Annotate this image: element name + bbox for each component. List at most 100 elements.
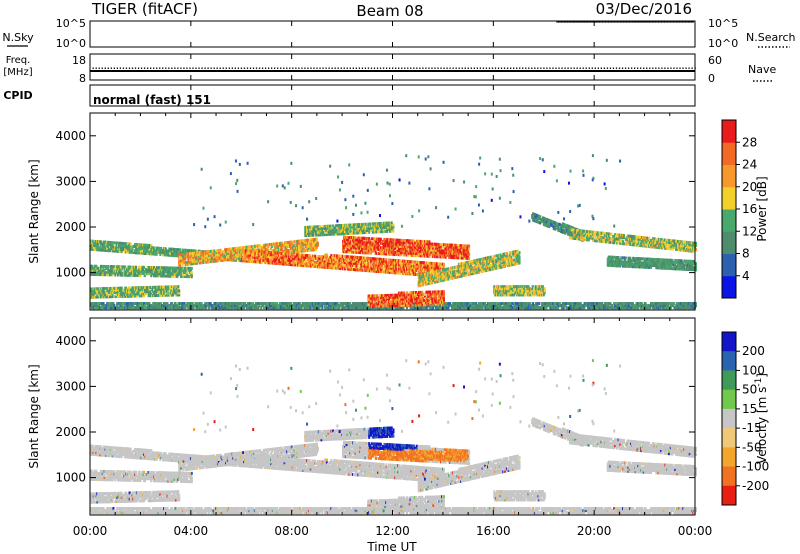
power-cell (231, 306, 234, 310)
nave-point (310, 67, 312, 69)
power-cell (112, 241, 115, 245)
power-cell (414, 306, 417, 310)
nave-point (407, 67, 409, 69)
power-cell (212, 304, 215, 308)
power-cell (507, 304, 510, 308)
nave-point (621, 67, 624, 69)
power-cell (338, 304, 341, 308)
power-cell (252, 306, 255, 310)
nave-point (131, 67, 134, 69)
power-cell (162, 306, 165, 310)
power-cell (264, 306, 267, 310)
nave-point (298, 67, 300, 69)
noise-search-point (609, 21, 611, 23)
power-cell (116, 304, 119, 308)
power-cell (188, 275, 191, 279)
nave-point (676, 67, 678, 69)
nave-point (137, 67, 140, 69)
nave-point (198, 67, 200, 69)
power-cell (317, 302, 320, 306)
power-cell (181, 302, 184, 306)
power-cell (254, 302, 257, 306)
nave-point (603, 67, 606, 69)
nave-point (540, 67, 542, 69)
power-cell (150, 304, 153, 308)
nave-point (576, 67, 578, 69)
power-cell (349, 302, 352, 306)
power-cell (487, 306, 490, 310)
power-cell (479, 306, 482, 310)
power-cell (218, 306, 221, 310)
power-cell (162, 304, 165, 308)
noise-search-point (618, 21, 620, 23)
power-cell (109, 286, 112, 290)
power-cell (257, 306, 260, 310)
power-cell (565, 302, 568, 306)
power-cell (98, 302, 101, 306)
nave-point (92, 67, 94, 69)
power-cell (494, 302, 497, 306)
power-cell (171, 306, 174, 310)
power-cell (300, 306, 303, 310)
power-cell (447, 306, 450, 310)
nave-point (582, 67, 584, 69)
nave-point (449, 67, 451, 69)
nave-point (491, 67, 494, 69)
power-cell (511, 306, 514, 310)
power-cell (505, 302, 508, 306)
power-cell (289, 302, 292, 306)
noise-search-point (600, 21, 602, 23)
nave-point (171, 67, 173, 69)
power-cell (342, 302, 345, 306)
nave-point (370, 67, 373, 69)
freq-bottom-tick: 8 (79, 72, 86, 85)
power-cell (330, 306, 333, 310)
nave-point (567, 67, 569, 69)
power-cell (510, 304, 513, 308)
power-cell (165, 304, 168, 308)
noise-search-point (675, 21, 678, 23)
nave-point (295, 67, 297, 69)
nave-point (325, 67, 327, 69)
nave-point (301, 67, 303, 69)
power-cell (292, 304, 295, 308)
power-cell (247, 306, 250, 310)
noise-search-point (589, 21, 592, 23)
nave-point (304, 67, 306, 69)
power-cell (105, 306, 108, 310)
power-cell (669, 302, 672, 306)
power-cell (432, 306, 435, 310)
power-cell (287, 302, 290, 306)
power-cell (358, 304, 361, 308)
power-cell (243, 306, 246, 310)
power-cell (353, 302, 356, 306)
nave-point (322, 67, 324, 69)
power-cell (374, 306, 377, 310)
nave-point (283, 67, 285, 69)
power-cell (239, 306, 242, 310)
nave-point (165, 67, 167, 69)
nave-point (189, 67, 191, 69)
noise-search-point (625, 21, 628, 23)
power-cell (177, 302, 180, 306)
power-scatter-data (90, 154, 697, 310)
power-cell (351, 306, 354, 310)
noise-search-point (653, 21, 655, 23)
noise-search-point (579, 21, 581, 23)
power-cell (459, 306, 462, 310)
power-cell (143, 265, 146, 269)
nave-point (446, 67, 448, 69)
noise-search-point (683, 21, 685, 23)
power-cell (120, 286, 123, 290)
noise-search-point (689, 21, 691, 23)
power-cell (298, 302, 301, 306)
noise-search-point (692, 21, 694, 23)
power-cell (157, 302, 160, 306)
nave-top-tick: 60 (708, 54, 722, 67)
power-cell (302, 302, 305, 306)
power-cell (585, 302, 588, 306)
power-cell (217, 248, 220, 252)
nave-point (153, 67, 155, 69)
noise-search-point (606, 21, 608, 23)
power-cell (420, 306, 423, 310)
